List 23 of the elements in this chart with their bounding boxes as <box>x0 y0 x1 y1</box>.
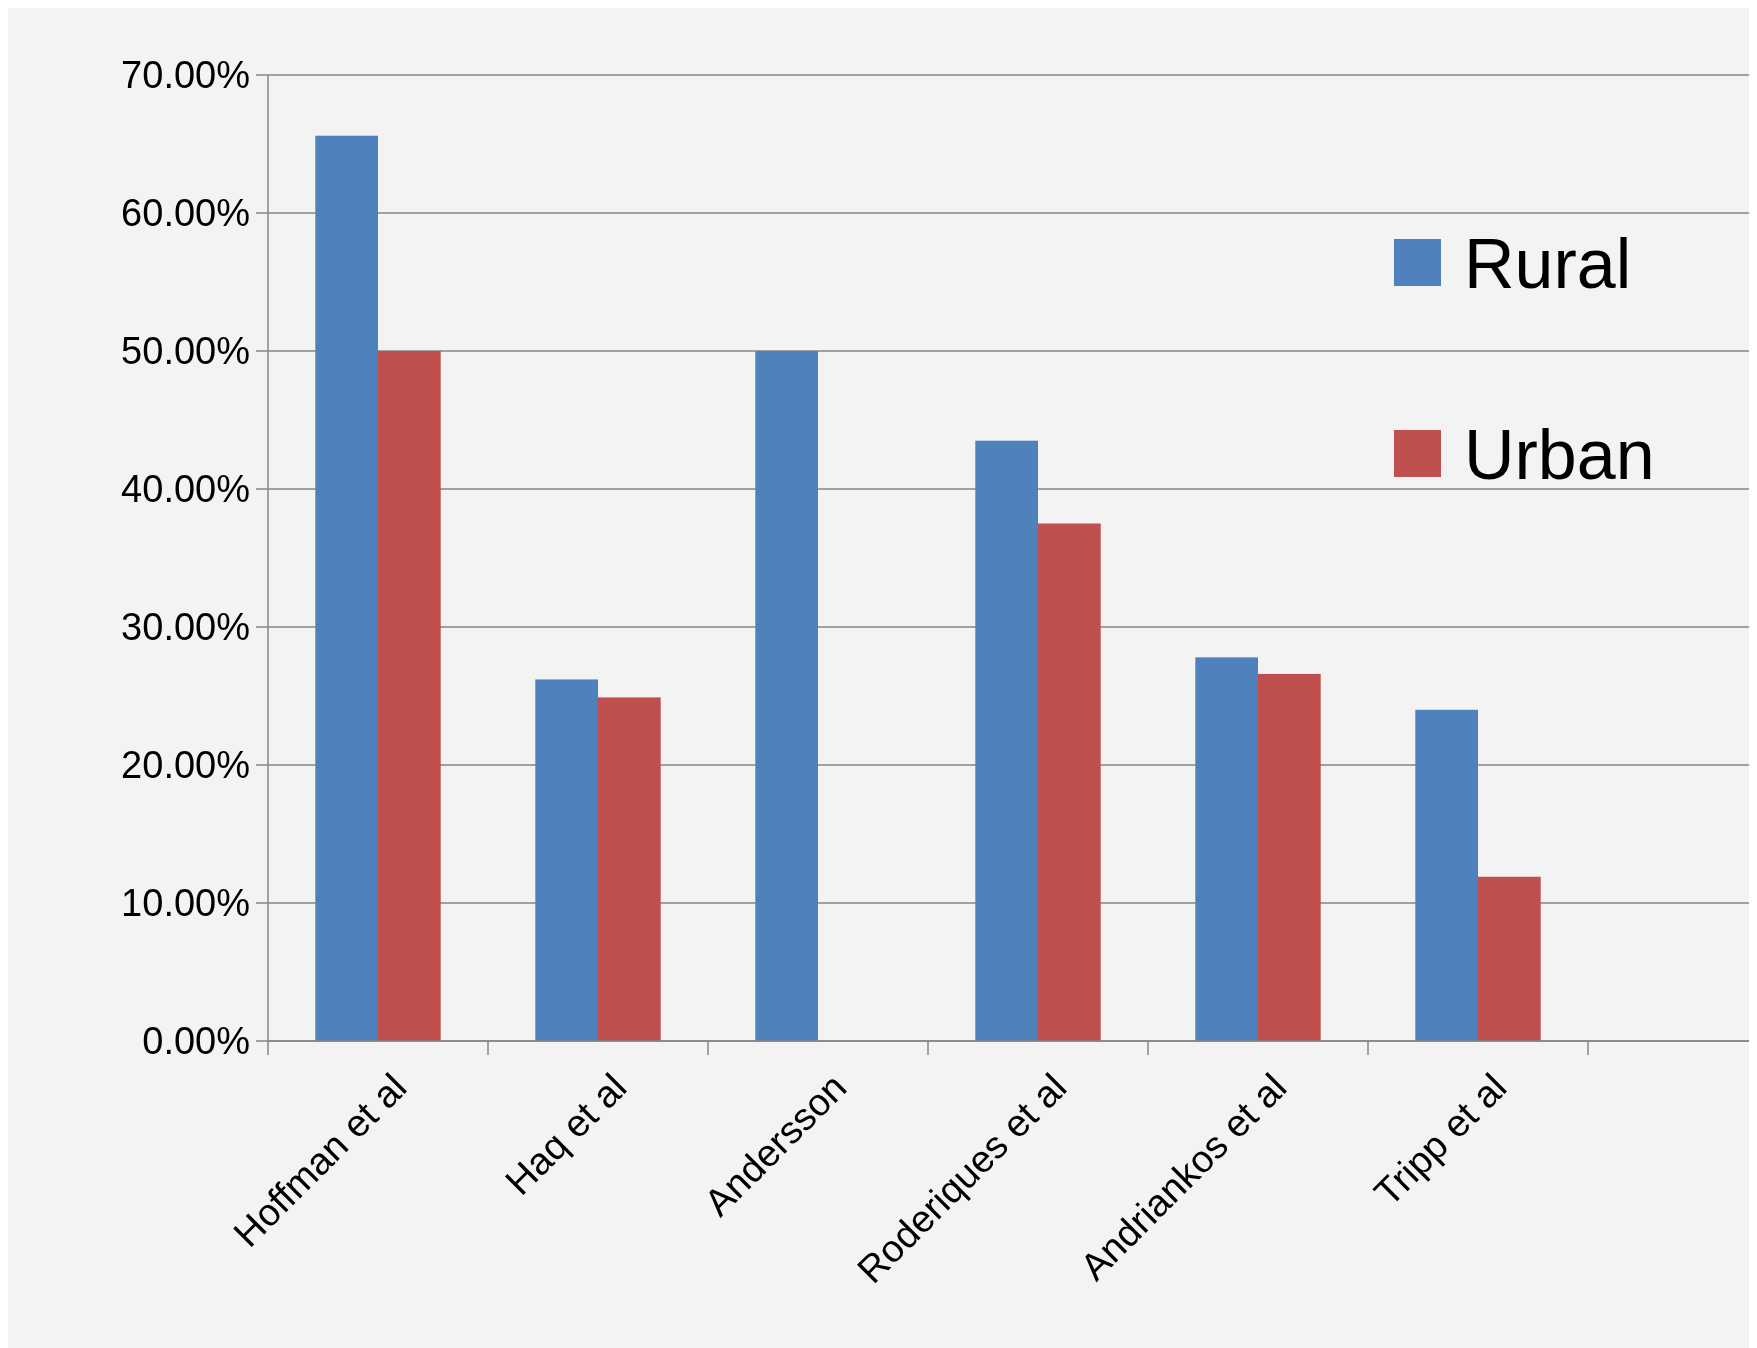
bar <box>535 679 598 1041</box>
bar <box>1038 523 1101 1041</box>
bar <box>315 135 378 1041</box>
bar <box>378 351 441 1041</box>
y-tick-label: 20.00% <box>121 744 250 787</box>
x-tick-label: Tripp et al <box>1366 1065 1515 1214</box>
y-tick-label: 10.00% <box>121 882 250 925</box>
y-tick-label: 30.00% <box>121 606 250 649</box>
bar <box>598 697 661 1041</box>
y-tick-label: 40.00% <box>121 468 250 511</box>
legend-label: Rural <box>1464 224 1632 303</box>
legend-label: Urban <box>1464 415 1655 494</box>
bar <box>1195 657 1258 1041</box>
bar <box>975 440 1038 1041</box>
y-tick-label: 60.00% <box>121 192 250 235</box>
bar <box>1478 876 1541 1041</box>
x-tick-label: Haq et al <box>497 1065 635 1204</box>
y-tick-label: 50.00% <box>121 330 250 373</box>
bar <box>1258 673 1321 1041</box>
y-tick-label: 70.00% <box>121 54 250 97</box>
bar <box>1415 709 1478 1041</box>
bar <box>755 351 818 1041</box>
y-tick-label: 0.00% <box>142 1020 250 1063</box>
